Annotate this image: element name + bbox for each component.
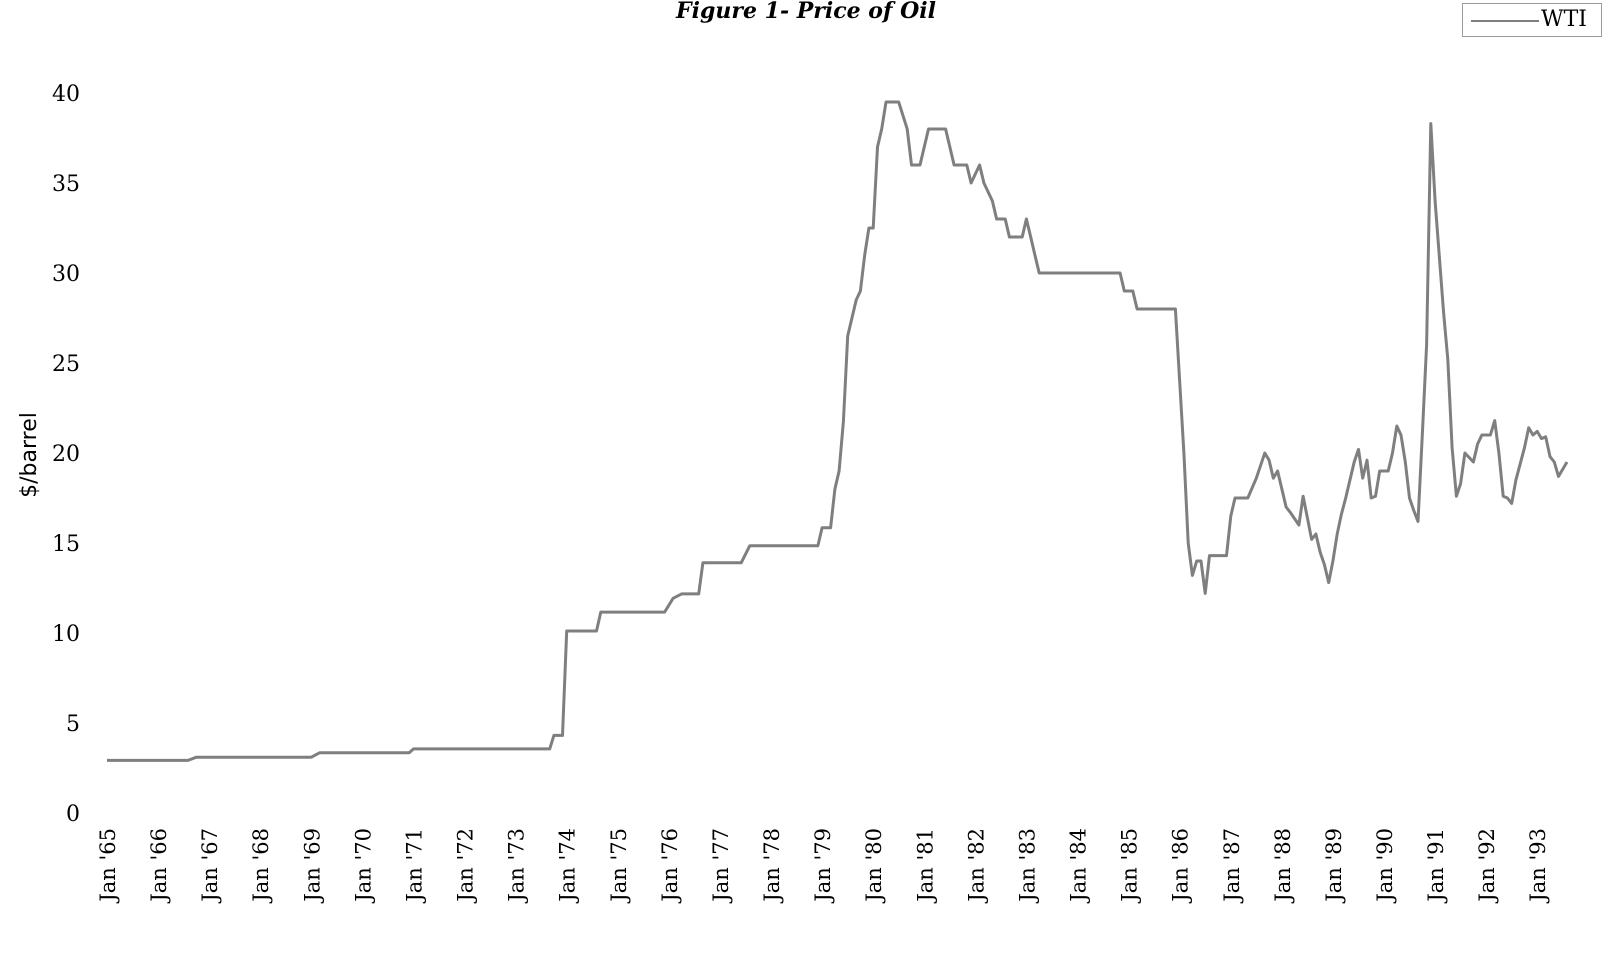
y-tick-label: 35 (52, 172, 80, 197)
x-tick-label: Jan '71 (402, 828, 426, 904)
legend-swatch-wti (1471, 20, 1539, 22)
x-tick-label: Jan '67 (198, 828, 222, 904)
x-tick-label: Jan '87 (1220, 828, 1244, 904)
x-tick-label: Jan '83 (1015, 828, 1039, 904)
x-tick-label: Jan '81 (913, 828, 937, 904)
x-tick-label: Jan '70 (351, 828, 375, 904)
x-tick-label: Jan '73 (505, 828, 529, 904)
x-tick-label: Jan '72 (454, 828, 478, 904)
y-tick-label: 25 (52, 352, 80, 377)
legend-label-wti: WTI (1541, 7, 1587, 32)
x-tick-label: Jan '79 (811, 828, 835, 904)
series-layer (107, 100, 1569, 762)
y-tick-label: 20 (52, 442, 80, 467)
legend: WTI (1462, 3, 1602, 37)
x-tick-label: Jan '92 (1475, 828, 1499, 904)
x-tick-label: Jan '65 (96, 828, 120, 904)
chart-title: Figure 1- Price of Oil (676, 0, 936, 24)
x-tick-label: Jan '90 (1373, 828, 1397, 904)
x-tick-label: Jan '84 (1067, 828, 1091, 904)
x-tick-label: Jan '91 (1424, 828, 1448, 904)
x-tick-label: Jan '85 (1118, 828, 1142, 904)
y-tick-label: 40 (52, 82, 80, 107)
x-tick-label: Jan '86 (1169, 828, 1193, 904)
x-tick-label: Jan '77 (709, 828, 733, 904)
x-tick-label: Jan '69 (300, 828, 324, 904)
x-tick-label: Jan '89 (1322, 828, 1346, 904)
x-tick-label: Jan '76 (658, 828, 682, 904)
x-tick-label: Jan '75 (607, 828, 631, 904)
y-tick-label: 10 (52, 622, 80, 647)
y-tick-label: 15 (52, 532, 80, 557)
y-tick-label: 5 (66, 712, 80, 737)
x-tick-label: Jan '88 (1271, 828, 1295, 904)
x-tick-label: Jan '74 (556, 828, 580, 904)
x-tick-label: Jan '68 (249, 828, 273, 904)
x-tick-label: Jan '80 (862, 828, 886, 904)
y-tick-label: 0 (66, 802, 80, 827)
y-tick-label: 30 (52, 262, 80, 287)
x-tick-label: Jan '93 (1526, 828, 1550, 904)
x-tick-label: Jan '66 (147, 828, 171, 904)
x-tick-label: Jan '78 (760, 828, 784, 904)
series-line-wti (107, 100, 1569, 762)
x-axis-ticks: Jan '65 Jan '66 Jan '67 Jan '68 Jan '69 Jan '… (96, 828, 1550, 904)
x-tick-label: Jan '82 (964, 828, 988, 904)
y-axis-ticks: 0 5 10 15 20 25 30 35 40 (52, 82, 80, 827)
y-axis-label: $/barrel (17, 412, 42, 498)
